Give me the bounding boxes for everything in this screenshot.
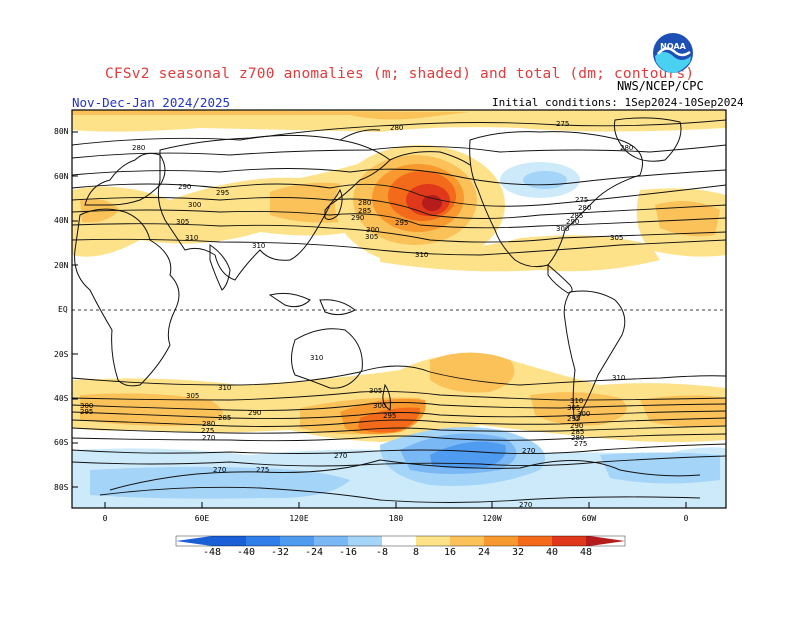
contour-label: 295 xyxy=(567,415,580,423)
lon-label: 0 xyxy=(102,514,108,523)
contour-label: 290 xyxy=(248,409,261,417)
contour-label: 305 xyxy=(186,392,199,400)
contour-labels: 280 275 280 280 290 295 300 305 310 310 … xyxy=(80,120,633,509)
colorbar-label: 8 xyxy=(412,547,420,558)
lon-label: 60W xyxy=(581,514,597,523)
lat-label: 60S xyxy=(54,438,69,447)
contour-label: 290 xyxy=(570,422,583,430)
contour-label: 280 xyxy=(578,204,591,212)
contour-label: 270 xyxy=(334,452,347,460)
contour-label: 290 xyxy=(178,183,191,191)
colorbar-label: 48 xyxy=(579,547,593,558)
contour-label: 285 xyxy=(218,414,231,422)
lat-label: 60N xyxy=(54,172,69,181)
contour-label: 275 xyxy=(575,196,588,204)
contour-label: 275 xyxy=(256,466,269,474)
contour-label: 285 xyxy=(570,212,583,220)
coastlines xyxy=(74,117,701,491)
season-label: Nov-Dec-Jan 2024/2025 xyxy=(72,95,231,110)
colorbar-label: 24 xyxy=(477,547,491,558)
contour-label: 300 xyxy=(188,201,201,209)
contour-label: 285 xyxy=(358,207,371,215)
contour-label: 275 xyxy=(556,120,569,128)
colorbar-label: 40 xyxy=(545,547,559,558)
contour-label: 310 xyxy=(612,374,625,382)
colorbar-label: -40 xyxy=(236,547,256,558)
contour-label: 310 xyxy=(252,242,265,250)
contour-label: 280 xyxy=(202,420,215,428)
contour-label: 295 xyxy=(216,189,229,197)
contour-label: 275 xyxy=(201,427,214,435)
colorbar-arrow-right xyxy=(590,536,625,546)
contour-label: 270 xyxy=(202,434,215,442)
contour-label: 295 xyxy=(395,219,408,227)
colorbar-label: -48 xyxy=(202,547,222,558)
contour-label: 270 xyxy=(213,466,226,474)
colorbar-label: 32 xyxy=(511,547,525,558)
contour-label: 280 xyxy=(390,124,403,132)
colorbar-label: -32 xyxy=(270,547,290,558)
contour-label: 305 xyxy=(176,218,189,226)
contour-label: 300 xyxy=(373,402,386,410)
contour-label: 280 xyxy=(358,199,371,207)
contour-label: 270 xyxy=(522,447,535,455)
contour-label: 285 xyxy=(571,428,584,436)
noaa-logo-icon: NOAA xyxy=(653,33,693,73)
contour-label: 300 xyxy=(366,226,379,234)
contour-label: 275 xyxy=(574,440,587,448)
contour-label: 305 xyxy=(567,404,580,412)
contour-label: 300 xyxy=(80,402,93,410)
lon-label: 180 xyxy=(388,514,404,523)
contour-label: 295 xyxy=(383,412,396,420)
contour-label: 295 xyxy=(80,408,93,416)
contour-label: 305 xyxy=(365,233,378,241)
contour-label: 300 xyxy=(556,225,569,233)
contour-label: 280 xyxy=(132,144,145,152)
initial-conditions: Initial conditions: 1Sep2024-10Sep2024 xyxy=(492,96,744,109)
lon-label: 120W xyxy=(482,514,502,523)
contour-label: 290 xyxy=(351,214,364,222)
lat-ticks xyxy=(72,131,687,508)
contour-label: 280 xyxy=(620,144,633,152)
lon-label: 60E xyxy=(194,514,210,523)
contour-label: 270 xyxy=(519,501,532,509)
lat-label: 80S xyxy=(54,483,69,492)
colorbar-label: -24 xyxy=(304,547,324,558)
lat-label: EQ xyxy=(58,305,68,314)
contour-label: 280 xyxy=(571,434,584,442)
colorbar xyxy=(175,535,626,547)
svg-text:NOAA: NOAA xyxy=(660,42,686,51)
contour-label: 290 xyxy=(566,218,579,226)
colorbar-arrow-left xyxy=(176,536,212,546)
lat-label: 40N xyxy=(54,216,69,225)
chart-title: CFSv2 seasonal z700 anomalies (m; shaded… xyxy=(105,66,695,82)
lat-label: 80N xyxy=(54,127,69,136)
map-frame xyxy=(71,109,727,509)
contour-label: 310 xyxy=(570,397,583,405)
contour-label: 310 xyxy=(310,354,323,362)
height-contours xyxy=(72,119,726,503)
contour-label: 310 xyxy=(218,384,231,392)
contour-label: 310 xyxy=(185,234,198,242)
lat-label: 20S xyxy=(54,350,69,359)
lat-label: 20N xyxy=(54,261,69,270)
contour-label: 305 xyxy=(369,387,382,395)
lon-label: 120E xyxy=(289,514,309,523)
colorbar-label: -8 xyxy=(375,547,389,558)
lat-label: 40S xyxy=(54,394,69,403)
contour-label: 310 xyxy=(415,251,428,259)
contour-label: 305 xyxy=(610,234,623,242)
colorbar-label: 16 xyxy=(443,547,457,558)
contour-label: 300 xyxy=(577,410,590,418)
organization-label: NWS/NCEP/CPC xyxy=(617,79,704,93)
lon-label: 0 xyxy=(683,514,689,523)
colorbar-label: -16 xyxy=(338,547,358,558)
